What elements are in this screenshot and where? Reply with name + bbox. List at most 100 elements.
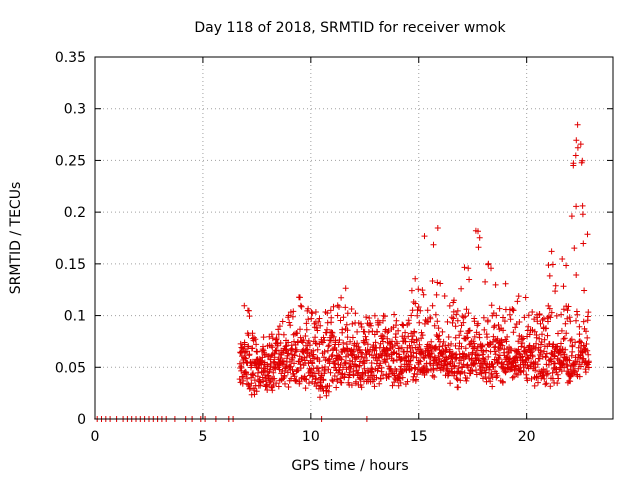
data-point xyxy=(469,368,476,375)
data-point xyxy=(328,353,335,360)
data-point xyxy=(561,364,568,371)
data-point xyxy=(312,309,319,315)
data-point xyxy=(337,317,344,324)
data-point xyxy=(528,348,535,355)
data-point xyxy=(320,377,327,384)
data-point xyxy=(579,157,586,164)
data-point xyxy=(252,336,259,343)
data-point xyxy=(253,388,260,395)
data-point xyxy=(280,361,287,368)
data-point xyxy=(487,378,494,385)
x-tick-label: 15 xyxy=(410,429,428,445)
data-point xyxy=(364,347,371,354)
data-point xyxy=(321,348,328,355)
data-point xyxy=(439,328,446,335)
data-point xyxy=(565,369,572,376)
data-point xyxy=(271,354,278,361)
data-point xyxy=(321,337,328,344)
data-point xyxy=(251,391,258,398)
data-point xyxy=(293,376,300,383)
data-point xyxy=(492,351,499,358)
data-point xyxy=(399,374,406,381)
data-point xyxy=(583,328,589,335)
data-point xyxy=(433,291,440,298)
data-point xyxy=(343,359,349,366)
data-point xyxy=(420,291,427,298)
data-point xyxy=(293,346,300,353)
data-point xyxy=(419,287,426,294)
data-point xyxy=(307,368,314,375)
data-point xyxy=(332,337,339,344)
data-point xyxy=(276,366,283,373)
data-point xyxy=(515,350,522,357)
data-point xyxy=(246,307,252,314)
data-point xyxy=(332,364,339,371)
y-axis-label: SRMTID / TECUs xyxy=(8,182,24,295)
data-point xyxy=(324,310,331,317)
data-point xyxy=(502,280,509,287)
y-tick-label: 0.35 xyxy=(55,50,86,66)
data-point xyxy=(453,355,460,362)
data-point xyxy=(313,383,320,390)
data-point xyxy=(414,312,421,319)
data-point xyxy=(490,324,497,331)
data-point xyxy=(549,369,556,376)
data-point xyxy=(525,323,532,330)
data-point xyxy=(417,307,424,314)
data-point xyxy=(482,278,489,285)
data-point xyxy=(553,312,560,319)
chart-title: Day 118 of 2018, SRMTID for receiver wmo… xyxy=(194,20,506,36)
data-point xyxy=(324,326,330,333)
data-point xyxy=(567,318,574,325)
data-point xyxy=(476,334,483,341)
data-point xyxy=(473,371,480,378)
data-point xyxy=(361,339,368,346)
data-point xyxy=(338,379,345,386)
data-point xyxy=(359,370,366,377)
data-point xyxy=(485,375,492,382)
data-point xyxy=(500,361,507,368)
data-point xyxy=(427,315,434,322)
data-point xyxy=(412,300,419,307)
data-point xyxy=(291,360,297,367)
data-point xyxy=(378,364,385,371)
data-point xyxy=(576,373,583,380)
x-tick-label: 5 xyxy=(198,429,207,445)
data-point xyxy=(563,361,570,368)
data-point xyxy=(537,320,544,327)
data-point xyxy=(305,316,312,323)
data-point xyxy=(579,202,586,209)
data-point xyxy=(362,333,369,340)
data-point xyxy=(398,369,405,376)
data-point xyxy=(394,340,401,347)
data-point xyxy=(303,320,310,327)
data-point xyxy=(317,322,324,329)
data-point xyxy=(434,279,441,286)
data-point xyxy=(309,360,316,367)
data-point xyxy=(448,355,455,362)
data-point xyxy=(515,293,522,300)
data-point xyxy=(239,345,246,352)
data-point xyxy=(273,347,280,354)
data-point xyxy=(564,307,571,314)
data-point xyxy=(429,372,436,379)
data-point xyxy=(288,375,295,382)
data-point xyxy=(358,320,364,327)
data-point xyxy=(489,383,496,390)
data-point xyxy=(445,334,452,340)
data-point xyxy=(561,335,568,342)
data-point xyxy=(560,283,567,290)
data-point xyxy=(260,334,267,341)
data-point xyxy=(425,319,432,325)
data-point xyxy=(521,314,528,321)
data-point xyxy=(326,382,333,389)
data-point xyxy=(254,348,261,355)
data-point xyxy=(351,351,358,358)
data-point xyxy=(361,360,368,367)
data-point xyxy=(453,375,460,382)
data-point xyxy=(423,318,430,325)
data-point xyxy=(316,315,323,322)
data-point xyxy=(495,322,502,328)
data-point xyxy=(514,298,521,305)
data-point xyxy=(532,345,539,352)
